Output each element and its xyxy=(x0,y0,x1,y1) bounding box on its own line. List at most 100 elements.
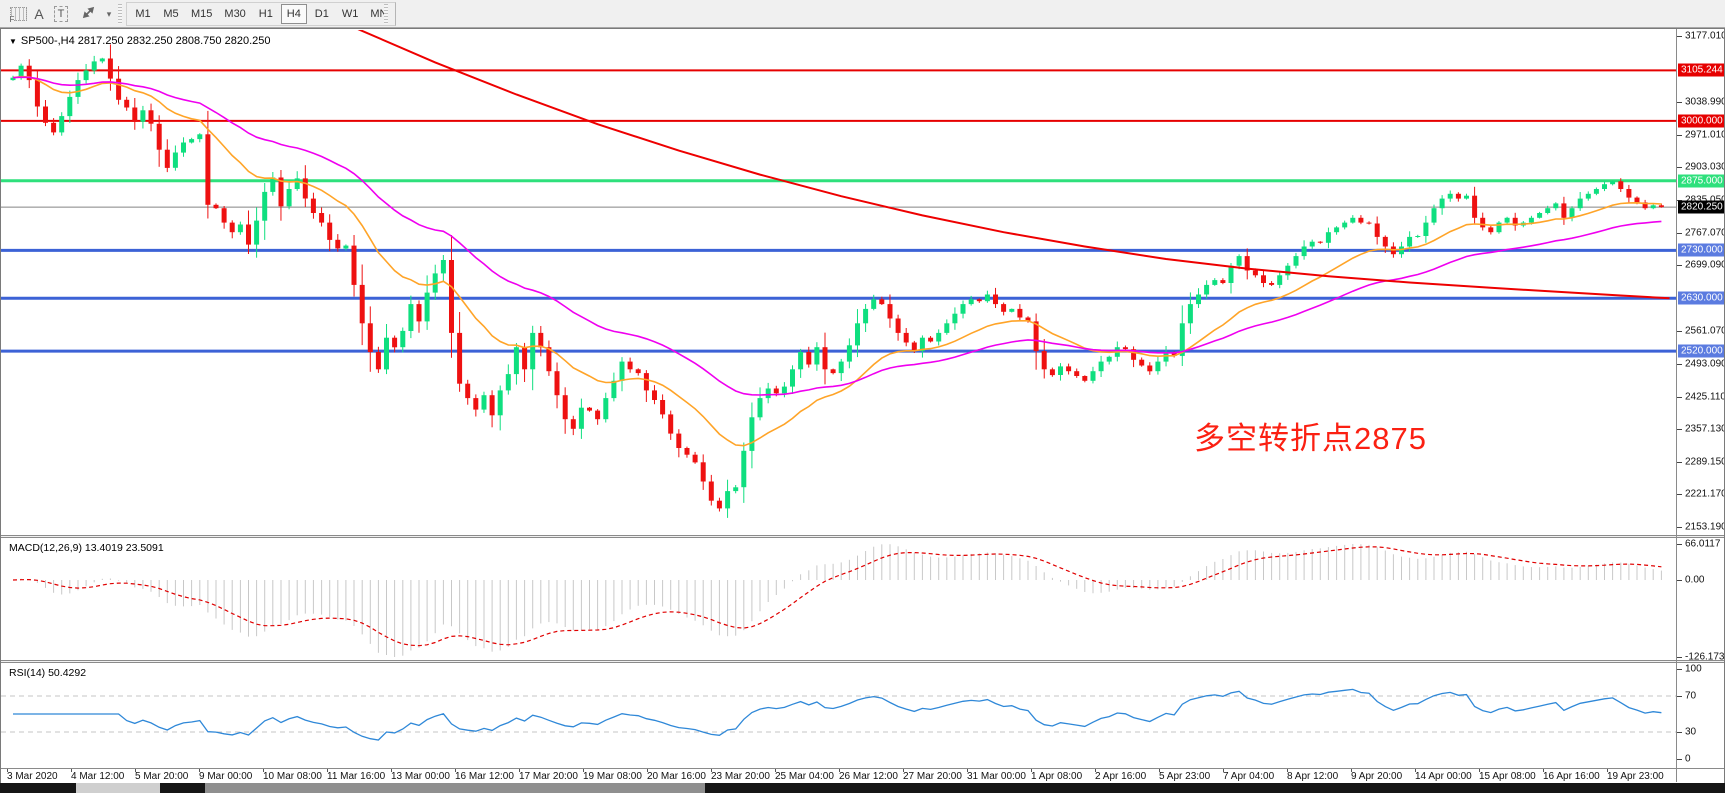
axis-tick xyxy=(1677,232,1682,234)
price-tick-label: 2425.110 xyxy=(1685,391,1724,403)
price-tick-label: 2561.070 xyxy=(1685,325,1724,337)
rsi-tick-label: 70 xyxy=(1685,690,1697,702)
date-tick-label: 7 Apr 04:00 xyxy=(1223,771,1275,782)
level-price-badge: 2730.000 xyxy=(1678,243,1724,257)
level-price-badge: 2875.000 xyxy=(1678,174,1724,188)
date-tick-label: 16 Apr 16:00 xyxy=(1543,771,1600,782)
date-tick-label: 20 Mar 16:00 xyxy=(647,771,706,782)
timeframe-toolbar: M1 M5 M15 M30 H1 H4 D1 W1 MN xyxy=(126,2,397,26)
arrows-tool-icon[interactable] xyxy=(80,4,102,24)
taskbar-segment xyxy=(76,783,160,793)
price-tick-label: 2153.190 xyxy=(1685,521,1724,533)
price-tick-label: 2357.130 xyxy=(1685,423,1724,435)
price-tick-label: 3177.010 xyxy=(1685,30,1724,42)
arrows-dropdown-caret-icon[interactable]: ▾ xyxy=(106,8,112,19)
rsi-tick-label: 0 xyxy=(1685,753,1691,765)
macd-tick-label: 0.00 xyxy=(1685,574,1705,586)
axis-tick xyxy=(1677,461,1682,463)
toolbar-grip-2[interactable] xyxy=(384,4,388,24)
price-tick-label: 2971.010 xyxy=(1685,129,1724,141)
level-price-badge: 3105.244 xyxy=(1678,63,1724,77)
axis-tick xyxy=(1677,36,1682,37)
timeframe-button-D1[interactable]: D1 xyxy=(314,8,329,20)
date-tick-label: 15 Apr 08:00 xyxy=(1479,771,1536,782)
date-tick-label: 14 Apr 00:00 xyxy=(1415,771,1472,782)
date-tick-label: 11 Mar 16:00 xyxy=(327,771,386,782)
timeframe-button-W1[interactable]: W1 xyxy=(341,8,359,20)
date-tick-label: 27 Mar 20:00 xyxy=(903,771,962,782)
price-tick-label: 2493.090 xyxy=(1685,358,1724,370)
chart-annotation-text: 多空转折点2875 xyxy=(1194,421,1427,456)
date-tick-label: 23 Mar 20:00 xyxy=(711,771,770,782)
axis-tick xyxy=(1677,167,1682,169)
date-axis[interactable]: 3 Mar 2020 4 Mar 12:00 5 Mar 20:00 9 Mar 00… xyxy=(1,768,1724,783)
text-tool-icon[interactable]: T xyxy=(51,4,71,24)
price-tick-label: 2699.090 xyxy=(1685,259,1724,271)
pane-splitter-rsi[interactable] xyxy=(1,660,1724,663)
macd-tick-label: -126.173 xyxy=(1685,651,1724,661)
rsi-pane[interactable]: RSI(14) 50.4292 100 70 30 0 xyxy=(1,663,1724,767)
date-tick-label: 31 Mar 00:00 xyxy=(967,771,1026,782)
axis-tick xyxy=(1677,331,1682,333)
axis-separator xyxy=(1676,29,1677,782)
timeframe-button-M30[interactable]: M30 xyxy=(224,8,246,20)
date-tick-label: 2 Apr 16:00 xyxy=(1095,771,1147,782)
template-grid-icon[interactable]: F xyxy=(7,4,29,24)
rsi-axis[interactable]: 100 70 30 0 xyxy=(1677,663,1724,767)
date-tick-label: 25 Mar 04:00 xyxy=(775,771,834,782)
timeframe-button-H1[interactable]: H1 xyxy=(258,8,273,20)
macd-axis[interactable]: 66.0117 0.00 -126.173 xyxy=(1677,538,1724,660)
rsi-indicator-label: RSI(14) 50.4292 xyxy=(9,667,87,679)
font-tool-icon[interactable]: A xyxy=(34,6,44,22)
current-price-badge: 2820.250 xyxy=(1678,200,1724,214)
date-tick-label: 19 Mar 08:00 xyxy=(583,771,642,782)
price-tick-label: 2221.170 xyxy=(1685,488,1724,500)
rsi-tick-label: 30 xyxy=(1685,726,1697,738)
date-tick-label: 13 Mar 00:00 xyxy=(391,771,450,782)
chart-window: ▼ SP500-,H4 2817.250 2832.250 2808.750 28… xyxy=(0,28,1725,783)
date-tick-label: 9 Apr 20:00 xyxy=(1351,771,1403,782)
timeframe-button-M1[interactable]: M1 xyxy=(135,8,151,20)
timeframe-button-MN[interactable]: MN xyxy=(370,8,388,20)
timeframe-button-M15[interactable]: M15 xyxy=(191,8,213,20)
taskbar-strip xyxy=(0,783,1725,793)
date-tick-label: 16 Mar 12:00 xyxy=(455,771,514,782)
date-tick-label: 4 Mar 12:00 xyxy=(71,771,125,782)
date-tick-label: 5 Apr 23:00 xyxy=(1159,771,1211,782)
axis-tick xyxy=(1677,364,1682,365)
date-tick-label: 5 Mar 20:00 xyxy=(135,771,189,782)
price-axis[interactable]: 3177.010 3038.990 2971.010 2903.030 2835.050… xyxy=(1677,30,1724,535)
price-tick-label: 2289.150 xyxy=(1685,456,1724,468)
date-tick-label: 17 Mar 20:00 xyxy=(519,771,578,782)
axis-tick xyxy=(1677,265,1682,267)
timeframe-button-H4[interactable]: H4 xyxy=(280,4,307,24)
chart-title-caret-icon[interactable]: ▼ xyxy=(9,37,17,46)
date-tick-label: 8 Apr 12:00 xyxy=(1287,771,1339,782)
price-chart-pane[interactable]: ▼ SP500-,H4 2817.250 2832.250 2808.750 28… xyxy=(1,30,1724,535)
macd-indicator-label: MACD(12,26,9) 13.4019 23.5091 xyxy=(9,542,164,554)
date-tick-label: 3 Mar 2020 xyxy=(7,771,58,782)
date-tick-label: 26 Mar 12:00 xyxy=(839,771,898,782)
macd-tick-label: 66.0117 xyxy=(1685,538,1721,550)
rsi-tick-label: 100 xyxy=(1685,663,1702,675)
date-tick-label: 10 Mar 08:00 xyxy=(263,771,322,782)
level-price-badge: 2630.000 xyxy=(1678,291,1724,305)
toolbar-grip[interactable] xyxy=(118,4,122,24)
axis-tick xyxy=(1677,134,1682,136)
macd-pane[interactable]: MACD(12,26,9) 13.4019 23.5091 66.0117 0.0… xyxy=(1,538,1724,660)
chart-title: ▼ SP500-,H4 2817.250 2832.250 2808.750 28… xyxy=(9,35,271,47)
date-tick-label: 9 Mar 00:00 xyxy=(199,771,253,782)
level-price-badge: 3000.000 xyxy=(1678,114,1724,128)
axis-tick xyxy=(1677,396,1682,398)
timeframe-button-M5[interactable]: M5 xyxy=(163,8,179,20)
axis-tick xyxy=(1677,200,1682,201)
price-tick-label: 2767.070 xyxy=(1685,227,1724,239)
axis-tick xyxy=(1677,494,1682,496)
date-tick-label: 19 Apr 23:00 xyxy=(1607,771,1664,782)
toolbar: F A T ▾ M1 M5 M15 M30 H1 H4 D1 W1 MN xyxy=(0,0,1725,28)
price-tick-label: 3038.990 xyxy=(1685,96,1724,108)
date-tick-label: 1 Apr 08:00 xyxy=(1031,771,1083,782)
price-tick-label: 2903.030 xyxy=(1685,161,1724,173)
pane-splitter-macd[interactable] xyxy=(1,535,1724,538)
